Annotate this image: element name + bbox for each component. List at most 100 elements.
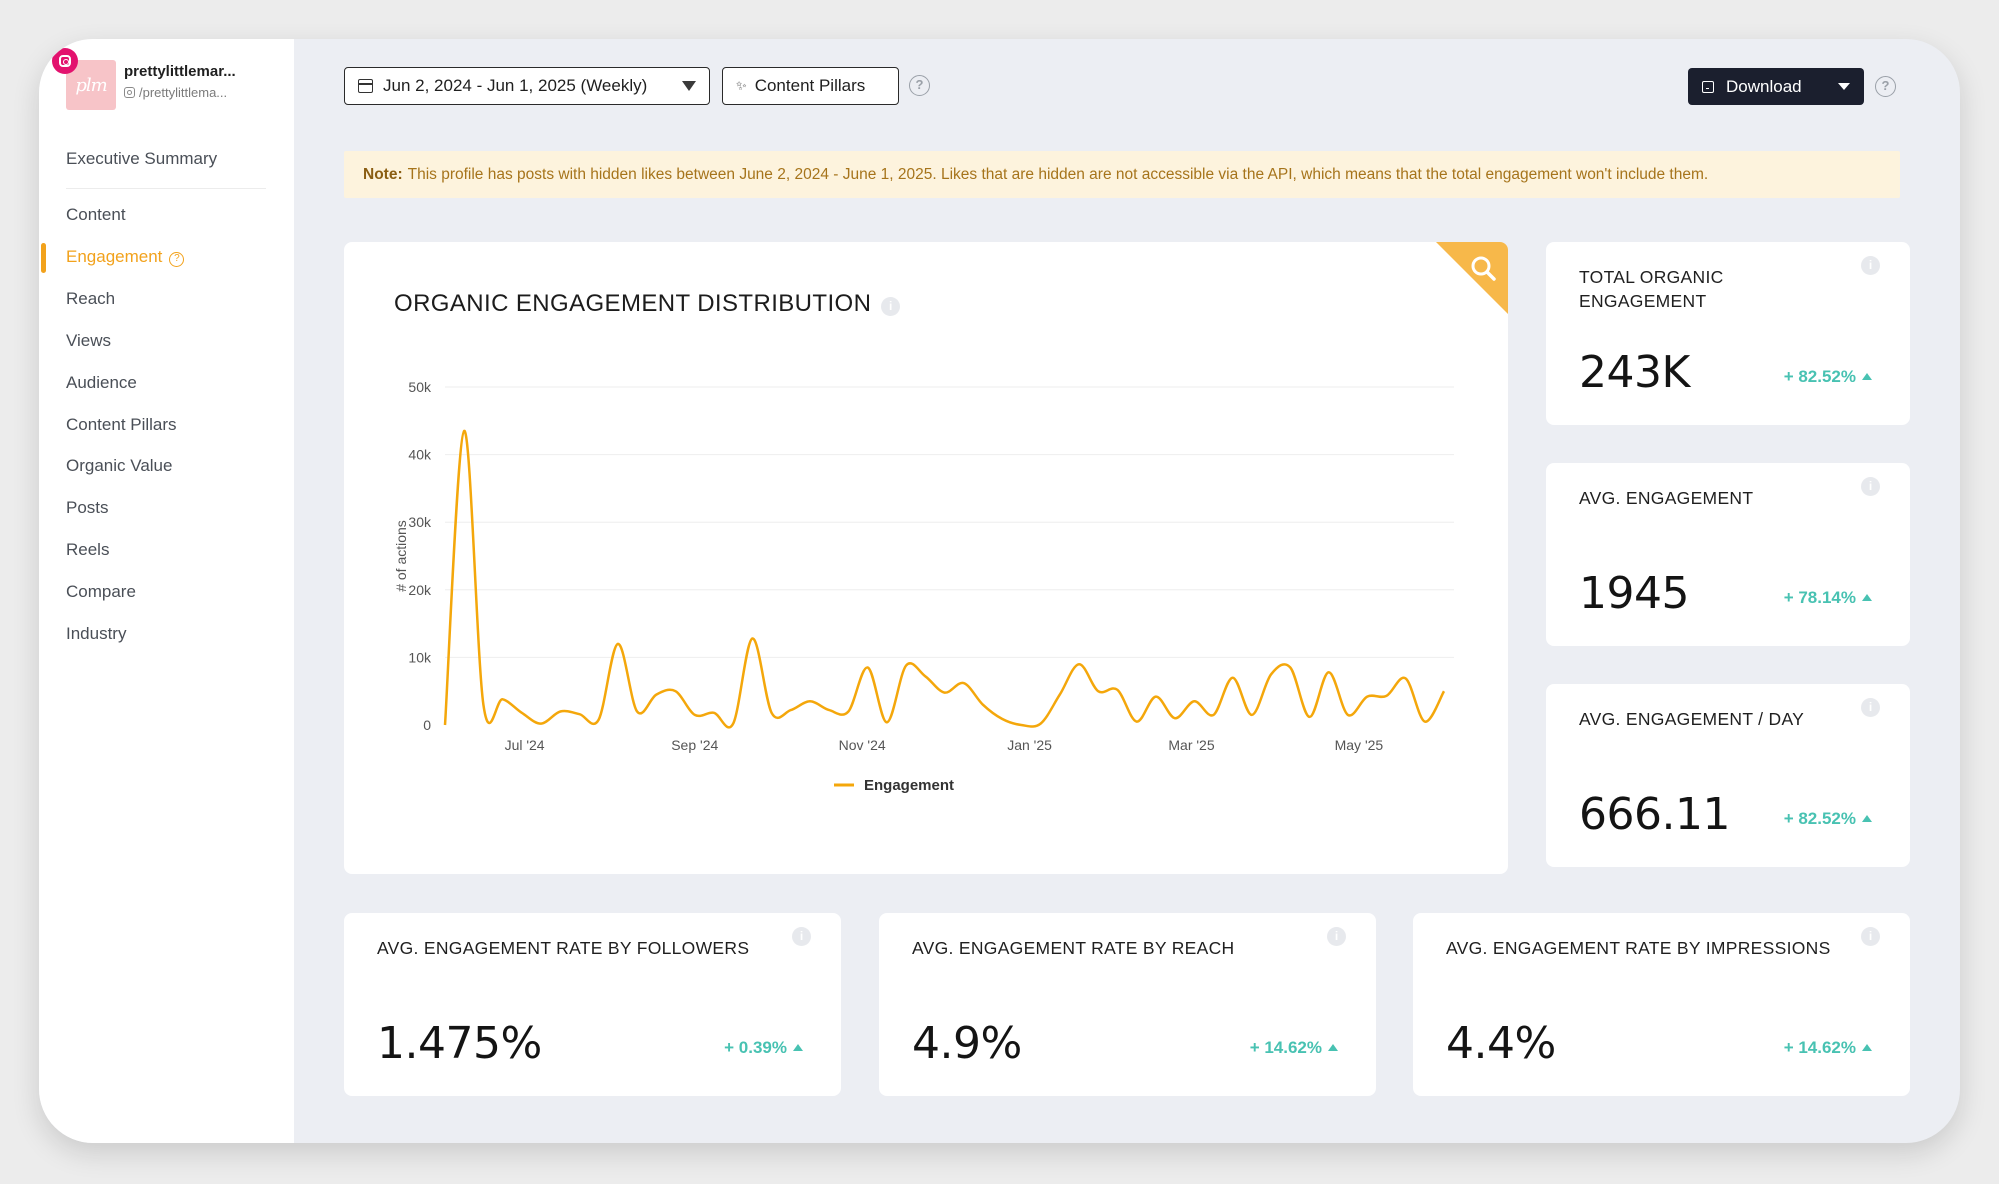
sidebar-item-industry[interactable]: Industry xyxy=(66,624,127,643)
sidebar-item-content-pillars[interactable]: Content Pillars xyxy=(66,415,177,434)
sidebar-item-compare[interactable]: Compare xyxy=(66,582,136,601)
download-icon xyxy=(1702,80,1714,93)
search-icon[interactable] xyxy=(1469,254,1499,284)
trend-up-icon xyxy=(1328,1044,1338,1051)
kpi-value: 1945 xyxy=(1579,568,1689,619)
x-tick-label: Jul '24 xyxy=(505,737,545,753)
kpi-card-avg-engagement: AVG. ENGAGEMENT i 1945 + 78.14% xyxy=(1546,463,1910,646)
y-tick-label: 20k xyxy=(408,582,432,598)
avatar-logo-text: plm xyxy=(75,74,107,96)
note-prefix: Note: xyxy=(363,165,403,183)
engagement-line-chart: 0 10k 20k 30k 40k 50k # of actions Jul '24 Sep '… xyxy=(393,379,1454,794)
sidebar-item-content[interactable]: Content xyxy=(66,205,126,224)
info-icon[interactable]: i xyxy=(1861,698,1880,717)
kpi-delta-text: + 14.62% xyxy=(1783,1038,1856,1057)
y-tick-label: 50k xyxy=(408,379,432,395)
help-icon[interactable]: ? xyxy=(909,75,930,96)
kpi-label: AVG. ENGAGEMENT RATE BY REACH xyxy=(912,938,1235,958)
kpi-value: 666.11 xyxy=(1579,789,1730,840)
trend-up-icon xyxy=(1862,815,1872,822)
kpi-value: 4.9% xyxy=(912,1018,1022,1069)
help-circle-icon[interactable]: ? xyxy=(169,252,185,267)
kpi-delta-text: + 78.14% xyxy=(1783,588,1856,607)
y-tick-label: 30k xyxy=(408,514,432,530)
info-icon[interactable]: i xyxy=(1861,477,1880,496)
sidebar-item-organic-value[interactable]: Organic Value xyxy=(66,456,173,475)
sidebar-item-engagement-label: Engagement xyxy=(66,247,163,266)
avatar: plm xyxy=(66,60,116,110)
kpi-value: 4.4% xyxy=(1446,1018,1556,1069)
sidebar-item-engagement[interactable]: Engagement? xyxy=(66,247,185,267)
content-pillars-label: Content Pillars xyxy=(754,76,866,95)
sidebar-item-executive-summary[interactable]: Executive Summary xyxy=(66,149,218,168)
hidden-likes-note: Note: This profile has posts with hidden… xyxy=(344,151,1900,198)
kpi-delta-text: + 14.62% xyxy=(1249,1038,1322,1057)
download-button[interactable]: Download xyxy=(1688,68,1864,105)
active-nav-marker xyxy=(41,243,46,273)
sidebar-item-posts[interactable]: Posts xyxy=(66,498,109,517)
x-tick-label: Mar '25 xyxy=(1168,737,1214,753)
sidebar: plm prettylittlemar... /prettylittlema..… xyxy=(39,39,294,1143)
kpi-delta: + 78.14% xyxy=(1784,588,1872,608)
caret-down-icon[interactable] xyxy=(1838,83,1850,90)
kpi-card-total-organic-engagement: TOTAL ORGANIC ENGAGEMENT i 243K + 82.52% xyxy=(1546,242,1910,425)
kpi-delta: + 14.62% xyxy=(1784,1038,1872,1058)
y-tick-label: 0 xyxy=(423,717,431,733)
profile-header[interactable]: plm prettylittlemar... /prettylittlema..… xyxy=(52,48,276,124)
kpi-delta: + 82.52% xyxy=(1784,367,1872,387)
profile-name: prettylittlemar... xyxy=(124,63,236,80)
info-icon[interactable]: i xyxy=(1327,927,1346,946)
sidebar-item-views[interactable]: Views xyxy=(66,331,112,350)
profile-handle-text: /prettylittlema... xyxy=(139,85,228,100)
kpi-delta-text: + 82.52% xyxy=(1783,809,1856,828)
kpi-label: AVG. ENGAGEMENT RATE BY FOLLOWERS xyxy=(377,938,750,958)
y-tick-label: 10k xyxy=(408,649,432,665)
kpi-delta: + 0.39% xyxy=(724,1038,803,1058)
help-icon[interactable]: ? xyxy=(1875,76,1896,97)
instagram-icon xyxy=(52,48,78,74)
kpi-card-engagement-rate-impressions: AVG. ENGAGEMENT RATE BY IMPRESSIONS i 4.… xyxy=(1413,913,1910,1096)
sparkle-icon: ✨︎ xyxy=(736,78,747,93)
y-axis-label: # of actions xyxy=(393,520,409,592)
kpi-label: AVG. ENGAGEMENT RATE BY IMPRESSIONS xyxy=(1446,938,1831,958)
engagement-distribution-card: ORGANIC ENGAGEMENT DISTRIBUTION i 0 10k 20k… xyxy=(344,242,1508,874)
sidebar-divider xyxy=(66,188,266,189)
trend-up-icon xyxy=(1862,594,1872,601)
note-text: This profile has posts with hidden likes… xyxy=(407,165,1709,183)
date-range-dropdown[interactable]: Jun 2, 2024 - Jun 1, 2025 (Weekly) xyxy=(344,67,710,105)
kpi-value: 243K xyxy=(1579,347,1690,398)
kpi-label: AVG. ENGAGEMENT xyxy=(1579,488,1754,508)
sidebar-item-reels[interactable]: Reels xyxy=(66,540,110,559)
kpi-label: TOTAL ORGANIC ENGAGEMENT xyxy=(1579,267,1724,311)
info-icon[interactable]: i xyxy=(1861,256,1880,275)
caret-down-icon xyxy=(682,81,696,91)
legend-label: Engagement xyxy=(864,777,954,794)
sidebar-item-audience[interactable]: Audience xyxy=(66,373,137,392)
y-tick-label: 40k xyxy=(408,447,432,463)
calendar-icon xyxy=(358,79,373,93)
info-icon[interactable]: i xyxy=(881,297,901,316)
kpi-delta: + 14.62% xyxy=(1250,1038,1338,1058)
sidebar-item-reach[interactable]: Reach xyxy=(66,289,116,308)
kpi-delta-text: + 0.39% xyxy=(724,1038,787,1057)
trend-up-icon xyxy=(1862,1044,1872,1051)
kpi-label: AVG. ENGAGEMENT / DAY xyxy=(1579,709,1805,729)
zoom-corner[interactable] xyxy=(1436,242,1508,314)
kpi-value: 1.475% xyxy=(377,1018,542,1069)
date-range-label: Jun 2, 2024 - Jun 1, 2025 (Weekly) xyxy=(383,76,648,95)
kpi-card-engagement-rate-reach: AVG. ENGAGEMENT RATE BY REACH i 4.9% + 1… xyxy=(879,913,1376,1096)
instagram-small-icon xyxy=(124,87,135,98)
download-label: Download xyxy=(1726,76,1802,96)
app-window: plm prettylittlemar... /prettylittlema..… xyxy=(39,39,1960,1143)
x-tick-label: Jan '25 xyxy=(1007,737,1052,753)
content-pillars-button[interactable]: ✨︎ Content Pillars xyxy=(722,67,899,105)
info-icon[interactable]: i xyxy=(792,927,811,946)
chart-title-text: ORGANIC ENGAGEMENT DISTRIBUTION xyxy=(394,290,872,317)
info-icon[interactable]: i xyxy=(1861,927,1880,946)
chart-title: ORGANIC ENGAGEMENT DISTRIBUTION i xyxy=(394,290,901,318)
trend-up-icon xyxy=(1862,373,1872,380)
profile-handle: /prettylittlema... xyxy=(124,85,227,100)
kpi-delta-text: + 82.52% xyxy=(1783,367,1856,386)
x-tick-label: Sep '24 xyxy=(671,737,718,753)
trend-up-icon xyxy=(793,1044,803,1051)
